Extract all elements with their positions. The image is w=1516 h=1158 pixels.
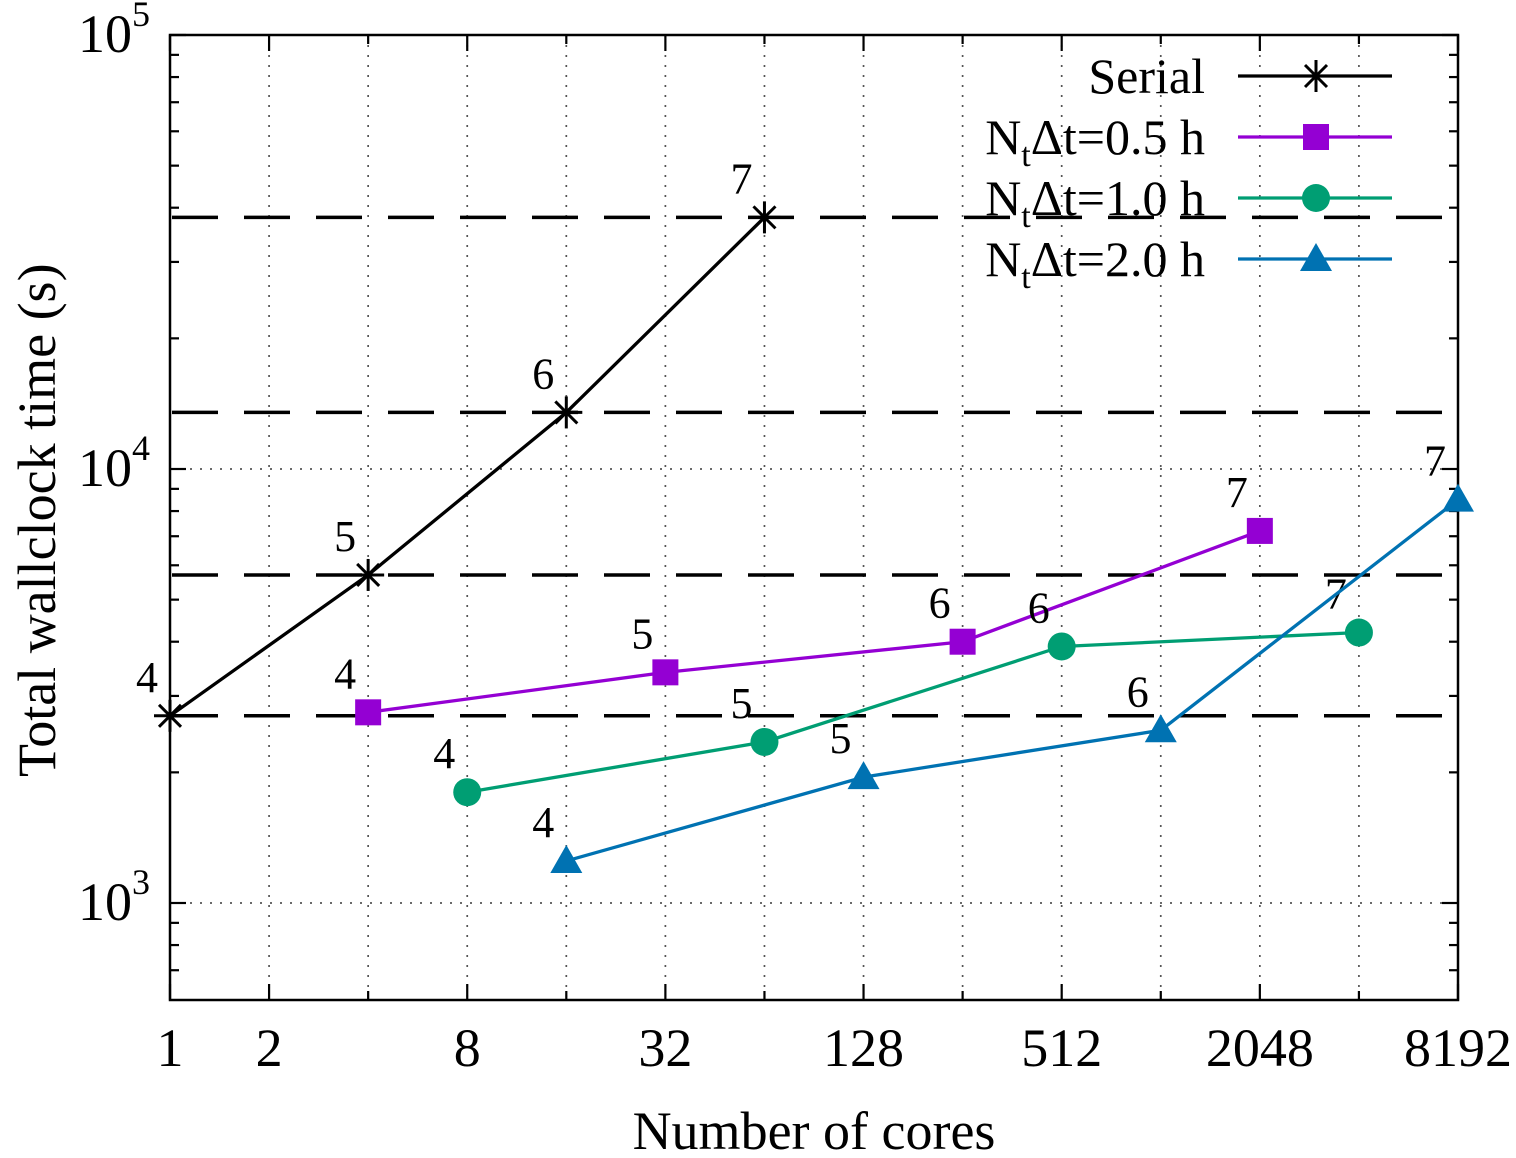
x-tick-label: 512: [1021, 1018, 1102, 1078]
asterisk-marker: [748, 201, 781, 234]
circle-marker: [1344, 618, 1373, 647]
legend-marker-square: [1303, 124, 1329, 150]
legend-label: NtΔt=0.5 h: [985, 109, 1205, 174]
point-label: 5: [334, 512, 356, 561]
point-label: 5: [830, 714, 852, 763]
y-tick-label: 103: [78, 862, 150, 932]
x-tick-label: 8: [454, 1018, 481, 1078]
square-marker: [652, 659, 679, 686]
circle-marker: [1047, 632, 1076, 661]
serial-reference-lines: [172, 215, 1456, 718]
point-label: 4: [433, 729, 455, 778]
point-label: 7: [1226, 468, 1248, 517]
x-tick-labels: 1 2 8 32 128 512 2048 8192: [157, 1018, 1513, 1078]
triangle-marker: [1144, 714, 1177, 743]
point-label: 4: [532, 798, 554, 847]
x-tick-label: 2: [256, 1018, 283, 1078]
point-label: 5: [631, 609, 653, 658]
series-nt-t-1-0-h: 456 7: [433, 570, 1373, 807]
triangle-marker: [550, 844, 583, 873]
y-tick-label: 105: [78, 0, 150, 64]
point-label: 6: [532, 349, 554, 398]
x-axis-title: Number of cores: [632, 1101, 996, 1158]
series-serial: 4 5 6 7: [136, 154, 781, 732]
x-tick-label: 1: [157, 1018, 184, 1078]
legend-marker-circle: [1302, 184, 1330, 212]
plot-border: [168, 33, 1460, 1002]
series-nt-t-0-5-h: 4 5 6 7: [334, 468, 1273, 726]
axis-ticks: [168, 33, 1460, 1000]
series-nt-t-2-0-h: 4 5 6 7: [532, 437, 1474, 873]
point-label: 6: [929, 579, 951, 628]
point-label: 4: [136, 653, 158, 702]
circle-marker: [750, 727, 779, 756]
point-label: 5: [730, 679, 752, 728]
square-marker: [355, 699, 382, 726]
point-label: 6: [1127, 667, 1149, 716]
point-label: 7: [1424, 437, 1446, 486]
x-tick-label: 8192: [1404, 1018, 1512, 1078]
square-marker: [949, 628, 976, 655]
y-tick-labels: 103 104 105: [78, 0, 150, 932]
legend-label: Serial: [1088, 48, 1205, 104]
legend-marker-triangle: [1300, 243, 1332, 271]
legend-label: NtΔt=1.0 h: [985, 170, 1205, 235]
y-axis-title: Total wallclock time (s): [7, 263, 67, 777]
x-tick-label: 128: [823, 1018, 904, 1078]
asterisk-marker: [550, 396, 583, 429]
y-tick-label: 104: [78, 428, 150, 498]
circle-marker: [453, 778, 482, 807]
point-label: 7: [730, 154, 752, 203]
legend-label: NtΔt=2.0 h: [985, 231, 1205, 296]
x-tick-label: 2048: [1206, 1018, 1314, 1078]
triangle-marker: [847, 761, 880, 790]
asterisk-marker: [154, 699, 186, 732]
point-label: 6: [1028, 583, 1050, 632]
grid-lines: [169, 34, 1459, 1000]
square-marker: [1246, 517, 1273, 544]
x-tick-label: 32: [638, 1018, 692, 1078]
asterisk-marker: [352, 558, 385, 591]
legend-marker-asterisk: [1300, 60, 1332, 92]
triangle-marker: [1442, 483, 1474, 512]
point-label: 4: [334, 649, 356, 698]
